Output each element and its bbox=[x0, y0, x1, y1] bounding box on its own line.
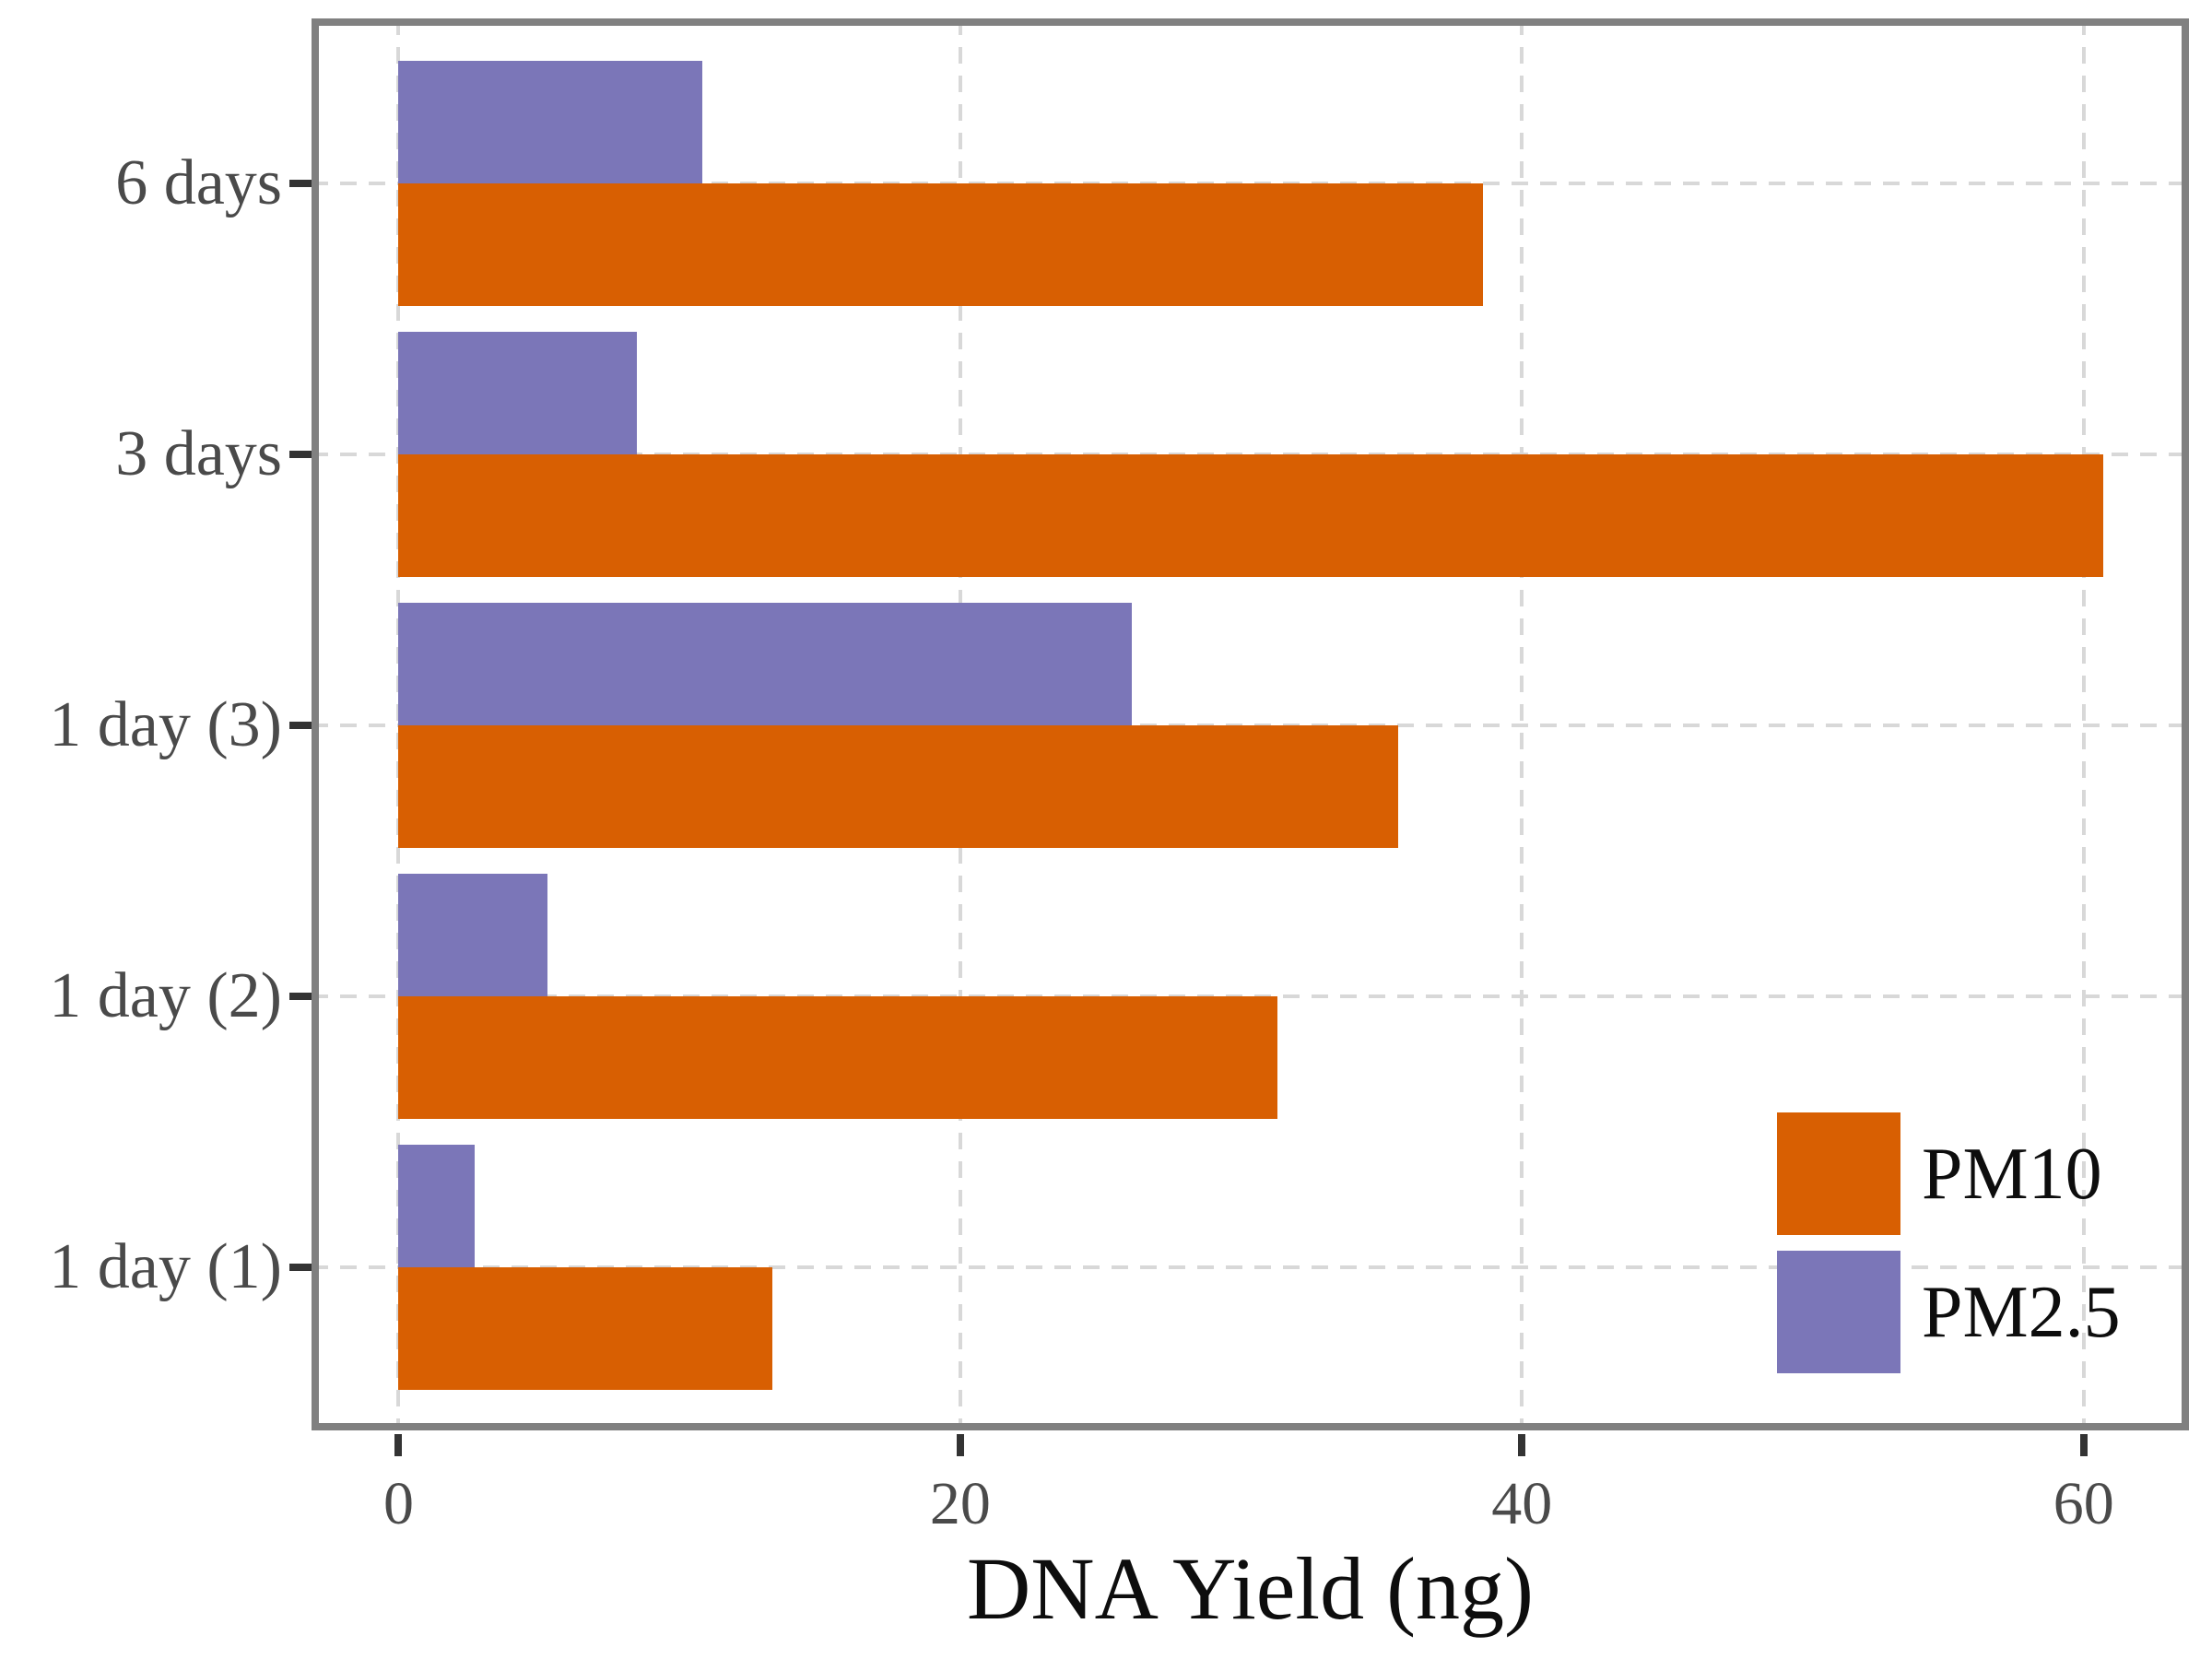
bar-pm25-1 bbox=[398, 61, 702, 183]
bar-pm10-5 bbox=[398, 1267, 772, 1390]
y-tick-label: 3 days bbox=[115, 418, 282, 489]
y-tick-label: 1 day (3) bbox=[49, 689, 282, 760]
x-axis-tick bbox=[1518, 1434, 1526, 1456]
y-tick-label: 1 day (1) bbox=[49, 1231, 282, 1302]
y-axis-tick bbox=[289, 993, 312, 1000]
y-axis-tick bbox=[289, 722, 312, 729]
x-tick-label: 60 bbox=[2053, 1470, 2114, 1537]
y-tick-label: 1 day (2) bbox=[49, 960, 282, 1031]
y-axis-tick bbox=[289, 451, 312, 458]
y-axis-tick bbox=[289, 1264, 312, 1271]
x-tick-label: 40 bbox=[1491, 1470, 1553, 1537]
y-axis-tick bbox=[289, 180, 312, 187]
legend-swatch-pm10 bbox=[1777, 1112, 1900, 1235]
x-tick-label: 20 bbox=[929, 1470, 991, 1537]
legend-label-pm25: PM2.5 bbox=[1922, 1272, 2121, 1353]
bar-pm25-4 bbox=[398, 874, 547, 996]
y-tick-label: 6 days bbox=[115, 147, 282, 218]
bar-pm10-3 bbox=[398, 725, 1399, 848]
legend-swatch-pm25 bbox=[1777, 1251, 1900, 1373]
legend-label-pm10: PM10 bbox=[1922, 1134, 2102, 1215]
bar-pm25-2 bbox=[398, 332, 638, 454]
x-tick-label: 0 bbox=[382, 1470, 414, 1537]
bar-pm25-5 bbox=[398, 1145, 475, 1267]
bar-pm25-3 bbox=[398, 603, 1132, 725]
y-gridline bbox=[312, 1265, 2189, 1269]
bar-pm10-2 bbox=[398, 454, 2104, 577]
bar-pm10-1 bbox=[398, 183, 1483, 306]
bar-pm10-4 bbox=[398, 996, 1278, 1119]
x-axis-title: DNA Yield (ng) bbox=[966, 1539, 1535, 1638]
x-axis-tick bbox=[394, 1434, 403, 1456]
x-axis-tick bbox=[2079, 1434, 2088, 1456]
x-axis-tick bbox=[956, 1434, 964, 1456]
